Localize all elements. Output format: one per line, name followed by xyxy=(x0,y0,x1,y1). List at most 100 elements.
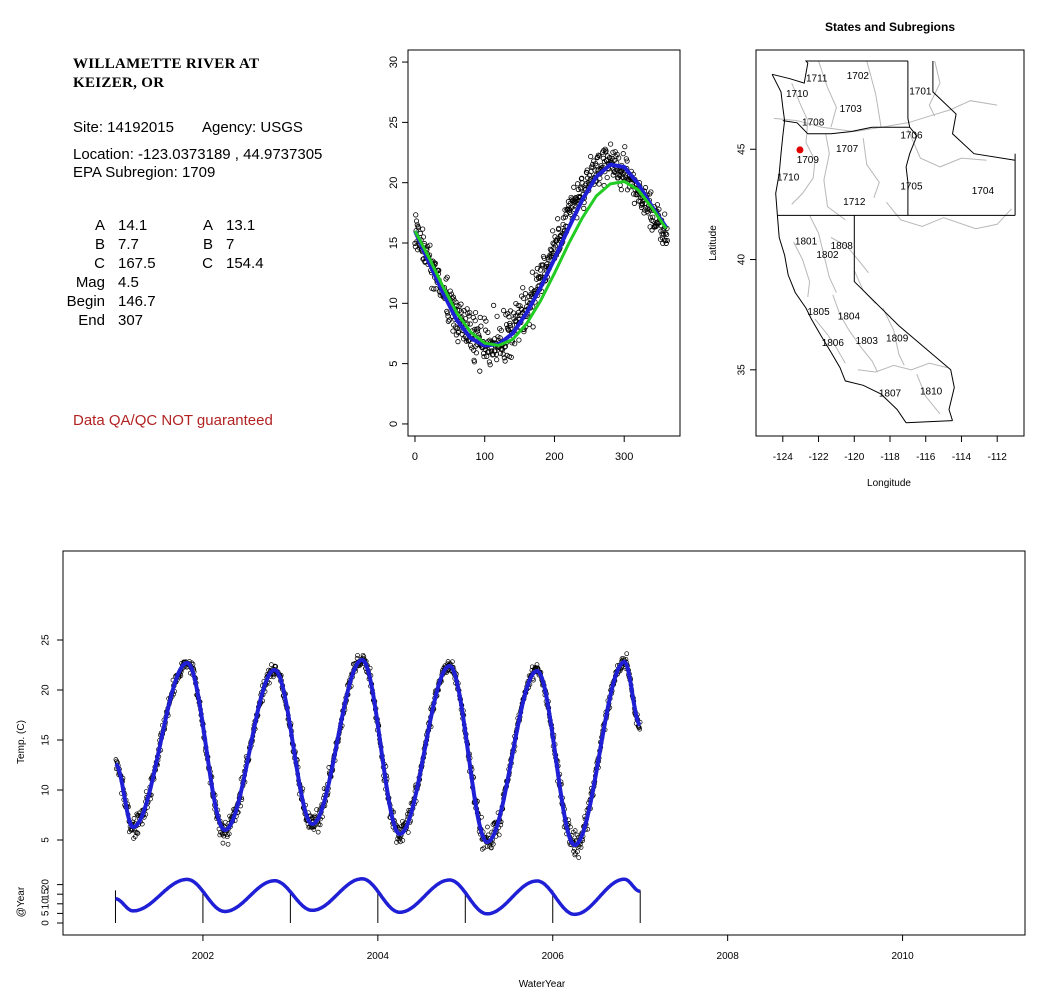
subregion-boundary xyxy=(857,362,948,373)
doy-point xyxy=(642,185,649,191)
doy-point xyxy=(620,174,626,180)
doy-point xyxy=(658,228,664,234)
map-title: States and Subregions xyxy=(825,20,955,34)
ts-fit-line xyxy=(114,657,642,848)
doy-point xyxy=(550,228,556,234)
ts-xlabel: WaterYear xyxy=(519,979,566,990)
subregion-label: 1806 xyxy=(822,338,845,349)
doy-point xyxy=(458,301,464,307)
site-label: Site: 14192015 xyxy=(73,119,174,136)
doy-fit-line-blue xyxy=(413,162,668,348)
doy-point xyxy=(444,274,450,280)
subregion-boundary xyxy=(773,100,998,133)
doy-point xyxy=(620,151,626,157)
doy-point xyxy=(534,265,540,272)
param-right-value: 154.4 xyxy=(226,255,264,272)
doy-point xyxy=(453,299,459,305)
subregion-boundary xyxy=(832,294,878,373)
doy-point xyxy=(662,230,669,236)
state-boundary xyxy=(906,420,953,424)
ts-point xyxy=(134,830,140,835)
ts-point xyxy=(131,816,137,821)
map-ytick-label: 40 xyxy=(737,254,748,266)
doy-point xyxy=(520,295,527,301)
param-left-value: 307 xyxy=(118,312,144,329)
doy-point xyxy=(610,172,616,178)
doy-point xyxy=(508,354,514,360)
doy-point xyxy=(663,240,669,246)
doy-point xyxy=(604,174,610,181)
doy-point xyxy=(537,274,543,280)
ts-ytick-label: 25 xyxy=(41,634,52,646)
doy-point xyxy=(664,231,670,238)
param-right-label: C xyxy=(202,255,213,272)
param-left-value: 14.1 xyxy=(118,217,148,234)
doy-point xyxy=(545,256,551,262)
ts-ytick2-label: 5 xyxy=(41,910,52,916)
doy-point xyxy=(650,218,656,224)
subregion-label: 1805 xyxy=(807,307,830,318)
map-ytick-label: 45 xyxy=(737,143,748,155)
ts-point xyxy=(574,832,580,838)
map-xtick-label: -122 xyxy=(809,452,829,463)
doy-ytick-label: 25 xyxy=(388,116,400,128)
location-label: Location: -123.0373189 , 44.9737305 xyxy=(73,146,323,163)
state-boundary xyxy=(771,60,908,84)
doy-point xyxy=(431,286,437,292)
doy-point xyxy=(622,144,628,150)
ts-point xyxy=(355,653,360,658)
doy-point xyxy=(596,181,602,187)
doy-point xyxy=(484,353,490,359)
subregion-label: 1705 xyxy=(900,181,923,192)
subregion-boundary xyxy=(793,241,811,298)
subregion-label: 1707 xyxy=(836,144,859,155)
doy-point xyxy=(562,214,568,220)
map-xtick-label: -120 xyxy=(844,452,864,463)
doy-point xyxy=(450,294,456,300)
subregion-label: EPA Subregion: 1709 xyxy=(73,164,216,181)
doy-point xyxy=(486,348,492,355)
doy-point xyxy=(555,216,561,222)
ts-xtick-label: 2004 xyxy=(367,951,390,962)
doy-point xyxy=(481,315,488,321)
doy-point xyxy=(512,341,518,347)
doy-point xyxy=(596,153,603,159)
ts-xtick-label: 2010 xyxy=(891,951,914,962)
map-xtick-label: -112 xyxy=(988,452,1008,463)
param-left-label: C xyxy=(94,255,105,272)
doy-point xyxy=(529,269,535,275)
ts-ytick-label: 10 xyxy=(41,784,52,796)
ts-sub-fit-line xyxy=(115,877,641,917)
doy-point xyxy=(447,288,453,294)
ts-point xyxy=(400,838,406,843)
ts-ytick2-label: 20 xyxy=(41,879,52,891)
ts-point xyxy=(578,845,584,850)
ts-point xyxy=(135,831,141,836)
doy-point xyxy=(506,314,512,320)
subregion-label: 1708 xyxy=(802,117,825,128)
subregion-label: 1801 xyxy=(795,237,818,248)
qa-note: Data QA/QC NOT guaranteed xyxy=(73,412,273,429)
doy-ytick-label: 5 xyxy=(388,361,400,367)
subregion-label: 1712 xyxy=(843,197,866,208)
param-left-label: A xyxy=(94,217,105,234)
subregion-label: 1704 xyxy=(972,186,995,197)
doy-point xyxy=(571,184,577,190)
ts-point xyxy=(405,830,411,835)
param-left-value: 7.7 xyxy=(118,236,139,253)
doy-fit-line-green xyxy=(413,179,668,348)
doy-point xyxy=(463,316,469,322)
doy-point xyxy=(477,368,483,374)
doy-point xyxy=(477,314,483,320)
param-left-label: Mag xyxy=(75,274,105,291)
doy-point xyxy=(631,191,637,197)
subregion-map: States and Subregions -124 -122 -120 -118 -1… xyxy=(708,20,1025,489)
doy-point xyxy=(427,242,433,248)
doy-point xyxy=(504,321,510,328)
ts-point xyxy=(220,840,226,846)
param-left-value: 167.5 xyxy=(118,255,156,272)
doy-point xyxy=(487,362,493,368)
doy-point xyxy=(608,141,614,147)
doy-point xyxy=(648,189,654,195)
doy-point xyxy=(450,328,456,334)
